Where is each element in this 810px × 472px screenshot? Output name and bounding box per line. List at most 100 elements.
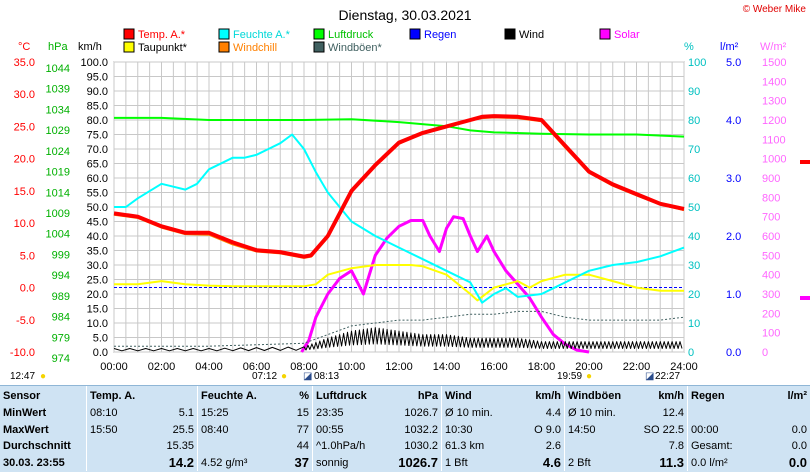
chart-title: Dienstag, 30.03.2021	[338, 7, 471, 23]
pressure-tick-label: 984	[52, 312, 70, 324]
series-luftdruck-line	[114, 116, 685, 138]
stats-cell: 15:25	[197, 405, 266, 422]
stats-cell: 1026.7	[398, 455, 438, 471]
stats-cell	[687, 405, 754, 422]
wind-tick-label: 70.0	[87, 144, 108, 156]
solar-tick-label: 1500	[762, 57, 786, 69]
stats-cell: 0.0	[788, 455, 807, 471]
humidity-tick-label: 0	[688, 347, 694, 359]
pressure-tick-label: 999	[52, 249, 70, 261]
moonrise-icon: ◪	[303, 371, 313, 382]
x-tick-label: 10:00	[338, 361, 366, 371]
pressure-tick-label: 1019	[46, 167, 70, 179]
temp-tick-label: -10.0	[10, 347, 35, 359]
wind-axis-title: km/h	[78, 41, 102, 53]
wind-tick-label: 5.0	[93, 333, 108, 345]
legend-label: Windchill	[233, 42, 277, 54]
sunset-icon: ●	[586, 371, 593, 382]
wind-tick-label: 35.0	[87, 246, 108, 258]
stats-header-sensor: Sensor	[3, 389, 41, 402]
temp-tick-label: 30.0	[14, 89, 35, 101]
stats-header-rain: Regen	[687, 386, 754, 405]
pressure-tick-label: 979	[52, 332, 70, 344]
legend-swatch	[409, 28, 421, 40]
stats-label: MinWert	[3, 407, 47, 420]
stats-header-pressure: Luftdruck	[312, 386, 379, 405]
stats-cell: 08:10	[86, 405, 153, 422]
legend-label: Wind	[519, 29, 544, 41]
x-tick-label: 12:00	[385, 361, 413, 371]
stats-cell: 15.35	[166, 440, 194, 453]
wind-tick-label: 25.0	[87, 275, 108, 287]
x-tick-label: 06:00	[243, 361, 271, 371]
humidity-tick-label: 20	[688, 289, 700, 301]
legend-label: Taupunkt*	[138, 42, 188, 54]
series-taupunkt-line	[114, 264, 684, 302]
pressure-tick-label: 1009	[46, 208, 70, 220]
solar-tick-label: 700	[762, 212, 780, 224]
humidity-tick-label: 30	[688, 260, 700, 272]
temp-tick-label: 0.0	[20, 283, 35, 295]
stats-header-rain-unit: l/m²	[787, 389, 807, 402]
pressure-axis-title: hPa	[48, 41, 68, 53]
stats-cell: 4.6	[542, 455, 561, 471]
humidity-tick-label: 40	[688, 231, 700, 243]
stats-cell: 11.3	[659, 455, 684, 471]
wind-tick-label: 40.0	[87, 231, 108, 243]
stats-header-pressure-unit: hPa	[417, 389, 438, 402]
x-tick-label: 08:00	[290, 361, 318, 371]
wind-tick-label: 10.0	[87, 318, 108, 330]
pressure-tick-label: 1044	[46, 63, 70, 75]
x-tick-label: 14:00	[433, 361, 461, 371]
pressure-tick-label: 1034	[46, 104, 70, 116]
pressure-tick-label: 974	[52, 353, 70, 365]
wind-tick-label: 60.0	[87, 173, 108, 185]
stats-cell: 25.5	[172, 423, 194, 436]
x-tick-label: 20:00	[575, 361, 603, 371]
series-windb-en-line	[114, 310, 685, 347]
temp-axis-title: °C	[18, 41, 30, 53]
stats-cell: 00:55	[312, 421, 379, 438]
stats-label: Durchschnitt	[3, 440, 71, 453]
stats-label: MaxWert	[3, 423, 49, 436]
stats-header-humidity-unit: %	[299, 389, 309, 402]
series-solar-line	[300, 215, 590, 354]
wind-tick-label: 90.0	[87, 86, 108, 98]
x-tick-label: 24:00	[670, 361, 698, 371]
wind-tick-label: 0.0	[93, 347, 108, 359]
solar-axis-title: W/m²	[760, 41, 787, 53]
stats-header-wind-unit: km/h	[535, 389, 561, 402]
stats-cell: 0.0	[791, 423, 807, 436]
rain-axis-title: l/m²	[720, 41, 739, 53]
stats-cell: 4.4	[545, 407, 561, 420]
wind-tick-label: 20.0	[87, 289, 108, 301]
stats-header-wind: Wind	[441, 386, 508, 405]
stats-header-humidity: Feuchte A.	[197, 386, 266, 405]
temp-end-marker	[800, 160, 810, 164]
legend-label: Solar	[614, 29, 640, 41]
stats-cell: ^1.0hPa/h	[312, 438, 379, 455]
x-tick-label: 22:00	[623, 361, 651, 371]
humidity-tick-label: 70	[688, 144, 700, 156]
legend-label: Windböen*	[328, 42, 383, 54]
solar-tick-label: 1200	[762, 115, 786, 127]
stats-cell: 4.52 g/m³	[197, 454, 266, 471]
stats-cell	[754, 405, 810, 422]
stats-header-row: Sensor Temp. A. Feuchte A. % Luftdruck h…	[0, 386, 810, 405]
solar-tick-label: 1000	[762, 154, 786, 166]
stats-cell: Ø 10 min.	[441, 405, 508, 422]
stats-row-min: MinWert 08:10 5.1 15:25 15 23:35 1026.7 …	[0, 405, 810, 422]
wind-tick-label: 100.0	[80, 57, 108, 69]
stats-cell: 15	[296, 407, 309, 420]
x-tick-label: 02:00	[148, 361, 176, 371]
solar-tick-label: 900	[762, 173, 780, 185]
weather-chart: Dienstag, 30.03.2021 © Weber Mike Temp. A.…	[10, 4, 810, 371]
stats-cell: Gesamt:	[687, 438, 754, 455]
pressure-tick-label: 1004	[46, 229, 70, 241]
wind-tick-label: 80.0	[87, 115, 108, 127]
stats-row-average: Durchschnitt 15.35 44 ^1.0hPa/h 1030.2 6…	[0, 438, 810, 455]
moonset-time: 22:27	[655, 371, 681, 382]
solar-tick-label: 100	[762, 328, 780, 340]
legend-label: Regen	[424, 29, 456, 41]
stats-cell: sonnig	[312, 454, 379, 471]
